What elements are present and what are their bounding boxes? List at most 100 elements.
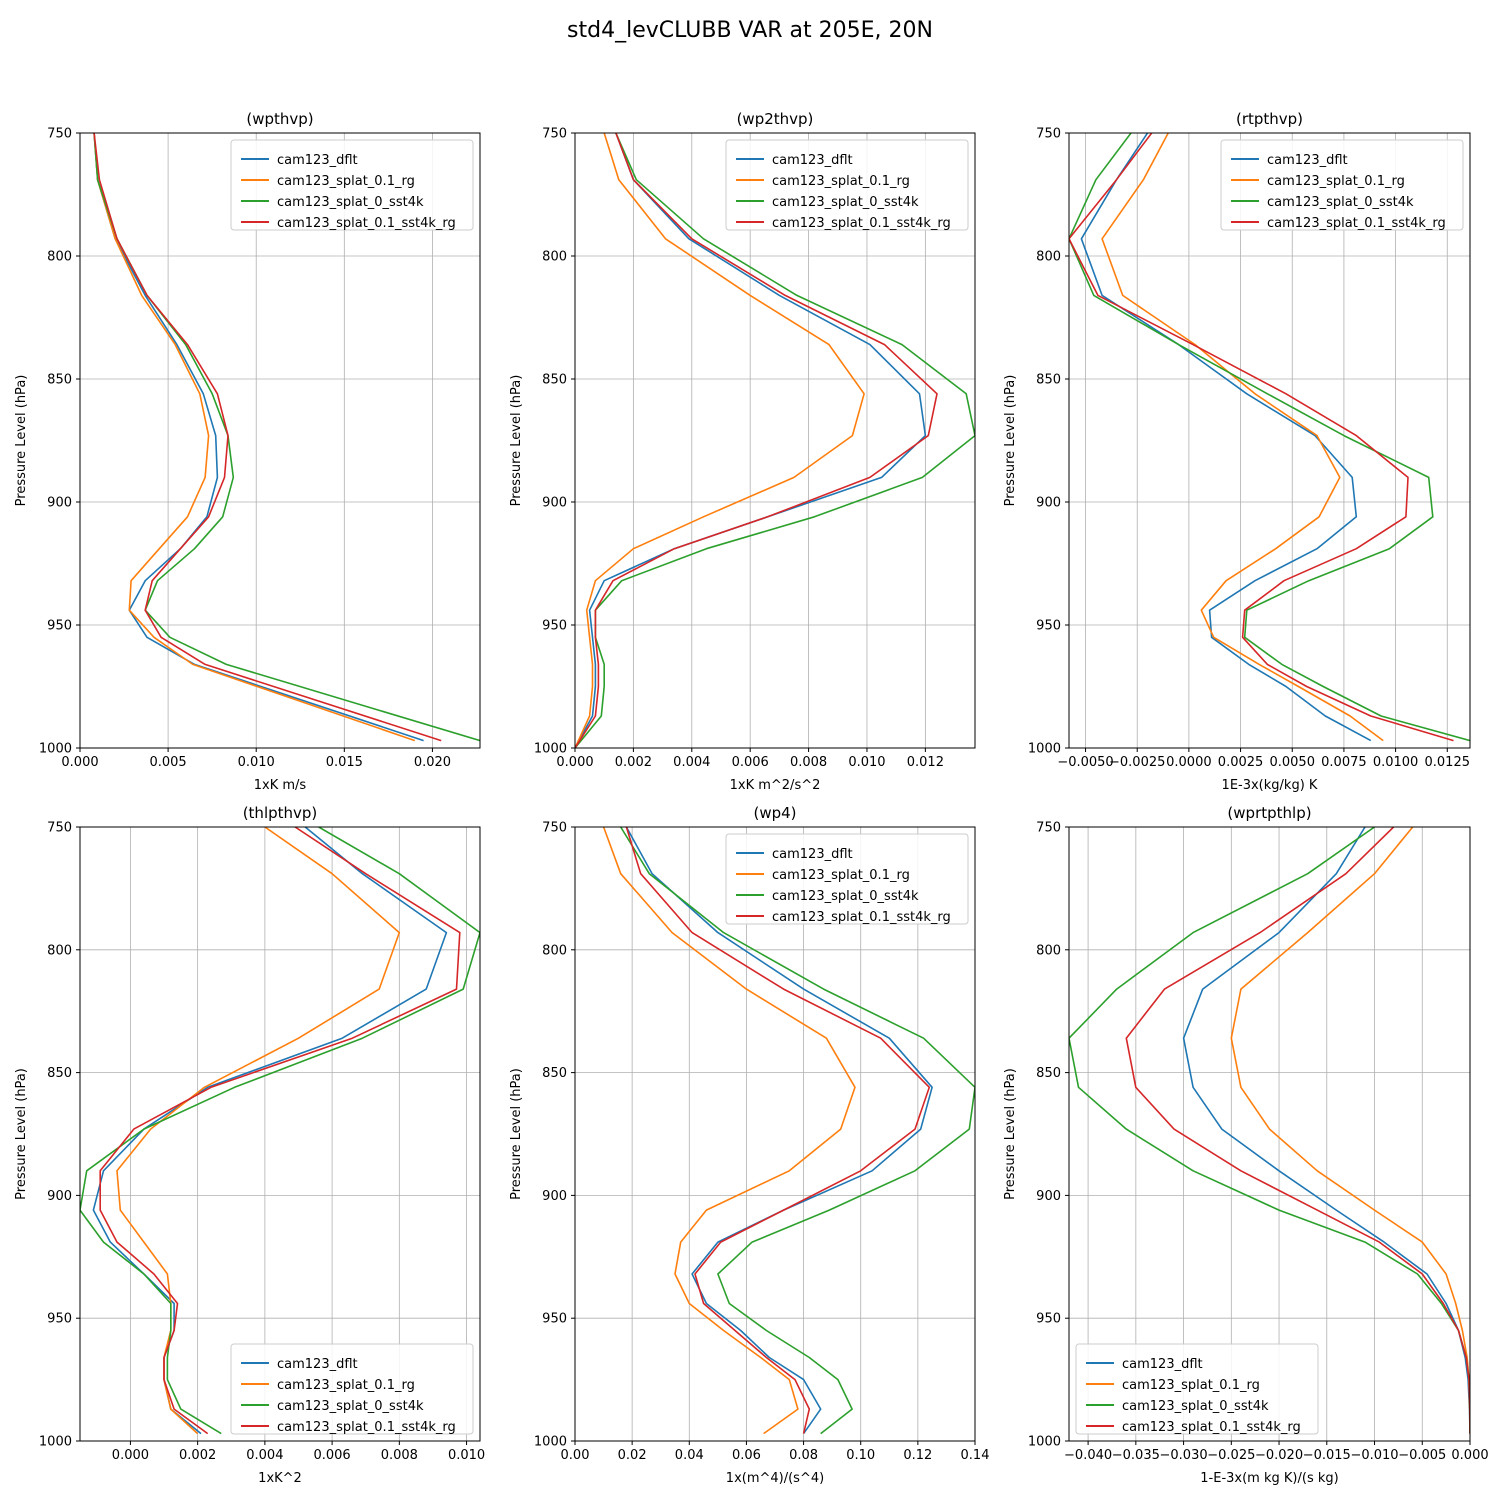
series-group	[602, 827, 975, 1435]
legend-entry: cam123_splat_0_sst4k	[1122, 1399, 1269, 1414]
y-tick-label: 800	[47, 943, 72, 958]
panel-title: (wpthvp)	[246, 110, 313, 128]
x-tick-label: 0.002	[179, 1448, 216, 1463]
panel-4: 0.000 0.002 0.004 0.006 0.008 0.010 750 800 850 9…	[14, 804, 485, 1486]
x-tick-label: 0.10	[846, 1448, 875, 1463]
series-line-cam123_splat_0.1_sst4k_rg	[93, 133, 442, 742]
legend-entry: cam123_splat_0_sst4k	[277, 195, 424, 210]
series-line-cam123_splat_0_sst4k	[620, 827, 975, 1435]
legend-entry: cam123_splat_0_sst4k	[772, 889, 919, 904]
panel-title: (wprtpthlp)	[1227, 804, 1311, 822]
legend-entry: cam123_splat_0.1_sst4k_rg	[1122, 1420, 1301, 1435]
x-axis-label: 1-E-3x(m kg K)/(s kg)	[1200, 1471, 1338, 1486]
x-tick-label: 0.012	[907, 755, 944, 770]
y-tick-label: 850	[542, 1066, 567, 1081]
plot-frame	[1068, 826, 1471, 1442]
y-tick-label: 850	[47, 373, 72, 388]
x-tick-label: −0.005	[1398, 1448, 1446, 1463]
legend-entry: cam123_splat_0_sst4k	[277, 1399, 424, 1414]
legend-box	[725, 833, 969, 925]
panel-title: (rtpthvp)	[1236, 110, 1303, 128]
x-tick-label: 0.0100	[1373, 755, 1419, 770]
legend-entry: cam123_splat_0.1_sst4k_rg	[277, 1420, 456, 1435]
series-group	[1069, 133, 1470, 742]
y-tick-label: 950	[1036, 619, 1061, 634]
x-tick-label: 0.000	[61, 755, 98, 770]
series-group	[575, 133, 975, 748]
y-tick-label: 750	[47, 127, 72, 142]
y-tick-label: 1000	[39, 742, 72, 757]
x-tick-label: 0.12	[903, 1448, 932, 1463]
x-tick-label: 0.0000	[1166, 755, 1212, 770]
y-tick-label: 950	[542, 619, 567, 634]
x-tick-label: 0.04	[675, 1448, 704, 1463]
y-axis-label: Pressure Level (hPa)	[1003, 1068, 1018, 1200]
x-tick-label: 0.004	[673, 755, 710, 770]
panel-title: (wp2thvp)	[737, 110, 814, 128]
x-tick-label: 0.004	[246, 1448, 283, 1463]
x-tick-label: 0.00	[561, 1448, 590, 1463]
series-line-cam123_splat_0.1_sst4k_rg	[99, 827, 461, 1435]
series-line-cam123_splat_0.1_sst4k_rg	[1125, 827, 1470, 1434]
x-tick-label: 0.010	[448, 1448, 485, 1463]
x-tick-label: −0.020	[1255, 1448, 1303, 1463]
series-line-cam123_splat_0.1_sst4k_rg	[625, 827, 931, 1434]
x-tick-label: 0.002	[615, 755, 652, 770]
y-tick-label: 750	[1036, 821, 1061, 836]
legend: cam123_dflt cam123_splat_0.1_rg cam123_spl…	[1075, 1343, 1319, 1435]
x-tick-label: 0.008	[790, 755, 827, 770]
x-tick-label: −0.030	[1160, 1448, 1208, 1463]
legend-entry: cam123_splat_0.1_sst4k_rg	[772, 216, 951, 231]
series-line-cam123_splat_0.1_sst4k_rg	[1069, 133, 1454, 742]
y-tick-label: 800	[1036, 250, 1061, 265]
legend: cam123_dflt cam123_splat_0.1_rg cam123_spl…	[1220, 139, 1464, 231]
series-group	[80, 827, 480, 1435]
x-tick-label: −0.0050	[1057, 755, 1113, 770]
panel-title: (thlpthvp)	[243, 804, 318, 822]
x-tick-label: −0.010	[1350, 1448, 1398, 1463]
plot-frame	[574, 826, 976, 1442]
y-tick-label: 800	[1036, 943, 1061, 958]
y-tick-label: 800	[542, 943, 567, 958]
series-line-cam123_splat_0_sst4k	[80, 827, 480, 1435]
x-tick-label: 0.0050	[1269, 755, 1315, 770]
legend-entry: cam123_dflt	[772, 153, 853, 168]
panel-1: 0.000 0.005 0.010 0.015 0.020 750 800 850 900 950…	[14, 110, 481, 793]
panel-title: (wp4)	[753, 804, 796, 822]
series-line-cam123_splat_0.1_rg	[93, 133, 416, 742]
y-tick-label: 750	[542, 127, 567, 142]
plot-frame	[79, 132, 481, 749]
x-tick-label: 0.02	[618, 1448, 647, 1463]
legend-entry: cam123_splat_0.1_sst4k_rg	[772, 910, 951, 925]
figure-title: std4_levCLUBB VAR at 205E, 20N	[567, 18, 933, 43]
legend: cam123_dflt cam123_splat_0.1_rg cam123_spl…	[230, 139, 474, 231]
x-tick-label: 0.000	[1451, 1448, 1488, 1463]
y-tick-label: 950	[1036, 1312, 1061, 1327]
x-tick-label: 0.0075	[1321, 755, 1367, 770]
x-tick-label: 0.000	[556, 755, 593, 770]
x-axis-label: 1xK m/s	[254, 778, 307, 793]
legend-entry: cam123_dflt	[772, 847, 853, 862]
y-tick-label: 850	[1036, 373, 1061, 388]
y-tick-label: 950	[47, 1312, 72, 1327]
y-tick-label: 1000	[534, 1435, 567, 1450]
y-tick-label: 900	[47, 496, 72, 511]
y-tick-label: 800	[542, 250, 567, 265]
x-tick-label: −0.040	[1064, 1448, 1112, 1463]
x-tick-label: 0.010	[238, 755, 275, 770]
x-tick-label: 0.006	[313, 1448, 350, 1463]
x-axis-label: 1E-3x(kg/kg) K	[1222, 778, 1318, 793]
legend-entry: cam123_splat_0.1_rg	[1267, 174, 1405, 189]
legend-box	[1220, 139, 1464, 231]
series-line-cam123_dflt	[1182, 827, 1470, 1434]
x-tick-label: −0.025	[1207, 1448, 1255, 1463]
legend-entry: cam123_splat_0_sst4k	[1267, 195, 1414, 210]
y-tick-label: 750	[47, 821, 72, 836]
y-tick-label: 850	[47, 1066, 72, 1081]
x-tick-label: 0.006	[732, 755, 769, 770]
legend-entry: cam123_dflt	[1267, 153, 1348, 168]
y-tick-label: 1000	[1028, 1435, 1061, 1450]
y-tick-label: 900	[1036, 1189, 1061, 1204]
y-tick-label: 900	[542, 496, 567, 511]
panel-3: −0.0050−0.0025 0.0000 0.0025 0.0050 0.0075 0.…	[1003, 110, 1471, 793]
